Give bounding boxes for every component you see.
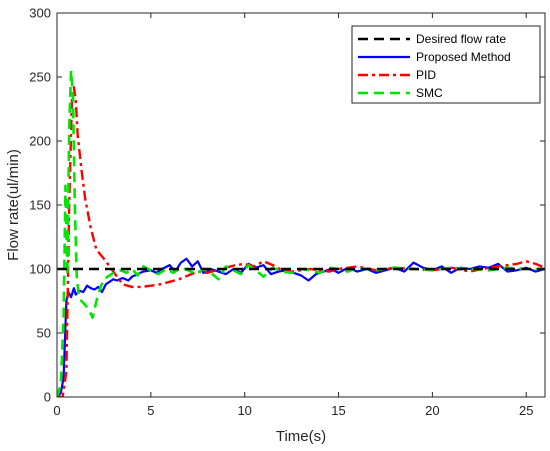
y-tick-label: 300 (29, 6, 51, 21)
y-axis-label: Flow rate(ul/min) (5, 149, 22, 261)
y-axis-ticks: 0 50 100 150 200 250 300 (29, 6, 545, 405)
legend: Desired flow rate Proposed Method PID SMC (351, 25, 541, 104)
x-axis-label: Time(s) (276, 428, 326, 445)
y-tick-label: 250 (29, 70, 51, 85)
y-tick-label: 200 (29, 134, 51, 149)
legend-label: Proposed Method (416, 50, 511, 64)
legend-label: PID (416, 68, 436, 82)
x-tick-label: 5 (147, 403, 154, 418)
x-axis-ticks: 0 5 10 15 20 25 (53, 13, 533, 418)
y-tick-label: 50 (37, 326, 51, 341)
y-tick-label: 0 (44, 390, 51, 405)
plot-lines (57, 69, 545, 397)
x-tick-label: 10 (237, 403, 251, 418)
x-tick-label: 20 (425, 403, 439, 418)
legend-label: Desired flow rate (416, 32, 506, 46)
x-tick-label: 15 (331, 403, 345, 418)
y-tick-label: 150 (29, 198, 51, 213)
x-tick-label: 0 (53, 403, 60, 418)
y-tick-label: 100 (29, 262, 51, 277)
legend-label: SMC (416, 86, 443, 100)
x-tick-label: 25 (519, 403, 533, 418)
